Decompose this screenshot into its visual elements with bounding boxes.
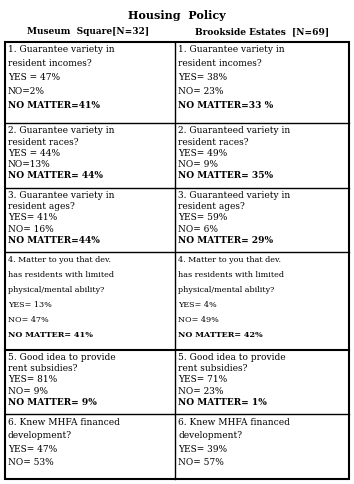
Text: YES= 13%: YES= 13%: [8, 300, 52, 308]
Text: NO= 47%: NO= 47%: [8, 315, 49, 323]
Text: NO= 57%: NO= 57%: [178, 457, 224, 466]
Text: resident ages?: resident ages?: [178, 202, 245, 211]
Text: NO MATTER= 44%: NO MATTER= 44%: [8, 171, 103, 180]
Text: NO= 53%: NO= 53%: [8, 457, 54, 466]
Text: 2. Guaranteed variety in: 2. Guaranteed variety in: [178, 126, 291, 135]
Text: NO= 23%: NO= 23%: [178, 87, 224, 96]
Text: Brookside Estates  [N=69]: Brookside Estates [N=69]: [195, 27, 329, 36]
Text: development?: development?: [8, 430, 72, 439]
Text: NO= 6%: NO= 6%: [178, 224, 218, 233]
Text: YES= 47%: YES= 47%: [8, 444, 57, 453]
Text: NO MATTER= 35%: NO MATTER= 35%: [178, 171, 273, 180]
Text: NO MATTER=41%: NO MATTER=41%: [8, 101, 100, 110]
Text: 5. Good idea to provide: 5. Good idea to provide: [8, 352, 116, 361]
Text: physical/mental ability?: physical/mental ability?: [8, 285, 104, 293]
Text: YES = 47%: YES = 47%: [8, 73, 60, 82]
Text: NO= 9%: NO= 9%: [8, 386, 48, 394]
Text: YES = 44%: YES = 44%: [8, 149, 60, 157]
Text: 6. Knew MHFA financed: 6. Knew MHFA financed: [178, 417, 290, 426]
Text: rent subsidies?: rent subsidies?: [178, 363, 248, 372]
Text: NO=2%: NO=2%: [8, 87, 45, 96]
Text: 3. Guarantee variety in: 3. Guarantee variety in: [8, 191, 114, 200]
Text: resident incomes?: resident incomes?: [178, 60, 262, 68]
Text: physical/mental ability?: physical/mental ability?: [178, 285, 275, 293]
Text: YES= 38%: YES= 38%: [178, 73, 227, 82]
Text: YES= 4%: YES= 4%: [178, 300, 217, 308]
Text: 1. Guarantee variety in: 1. Guarantee variety in: [8, 45, 115, 54]
Text: Housing  Policy: Housing Policy: [128, 10, 226, 21]
Text: 4. Matter to you that dev.: 4. Matter to you that dev.: [178, 256, 281, 263]
Text: NO MATTER= 41%: NO MATTER= 41%: [8, 330, 93, 338]
Text: NO=13%: NO=13%: [8, 160, 51, 168]
Text: resident races?: resident races?: [178, 137, 249, 146]
Text: YES= 81%: YES= 81%: [8, 375, 57, 383]
Text: NO MATTER= 29%: NO MATTER= 29%: [178, 235, 273, 244]
Text: 5. Good idea to provide: 5. Good idea to provide: [178, 352, 286, 361]
Text: has residents with limited: has residents with limited: [8, 270, 114, 278]
Text: 1. Guarantee variety in: 1. Guarantee variety in: [178, 45, 285, 54]
Text: NO= 16%: NO= 16%: [8, 224, 54, 233]
Text: NO= 9%: NO= 9%: [178, 160, 218, 168]
Text: YES= 71%: YES= 71%: [178, 375, 228, 383]
Text: resident races?: resident races?: [8, 137, 79, 146]
Text: 3. Guaranteed variety in: 3. Guaranteed variety in: [178, 191, 291, 200]
Text: YES= 41%: YES= 41%: [8, 213, 57, 222]
Text: has residents with limited: has residents with limited: [178, 270, 284, 278]
Text: NO= 49%: NO= 49%: [178, 315, 219, 323]
Text: NO MATTER=33 %: NO MATTER=33 %: [178, 101, 274, 110]
Text: NO MATTER= 42%: NO MATTER= 42%: [178, 330, 263, 338]
Text: resident incomes?: resident incomes?: [8, 60, 92, 68]
Text: NO MATTER=44%: NO MATTER=44%: [8, 235, 100, 244]
Text: development?: development?: [178, 430, 242, 439]
Text: NO= 23%: NO= 23%: [178, 386, 224, 394]
Text: rent subsidies?: rent subsidies?: [8, 363, 78, 372]
Text: 4. Matter to you that dev.: 4. Matter to you that dev.: [8, 256, 111, 263]
Text: 2. Guarantee variety in: 2. Guarantee variety in: [8, 126, 114, 135]
Text: Museum  Square[N=32]: Museum Square[N=32]: [28, 27, 149, 36]
Text: NO MATTER= 9%: NO MATTER= 9%: [8, 397, 97, 406]
Text: resident ages?: resident ages?: [8, 202, 75, 211]
Text: NO MATTER= 1%: NO MATTER= 1%: [178, 397, 267, 406]
Text: 6. Knew MHFA financed: 6. Knew MHFA financed: [8, 417, 120, 426]
Text: YES= 59%: YES= 59%: [178, 213, 228, 222]
Text: YES= 49%: YES= 49%: [178, 149, 228, 157]
Text: YES= 39%: YES= 39%: [178, 444, 227, 453]
